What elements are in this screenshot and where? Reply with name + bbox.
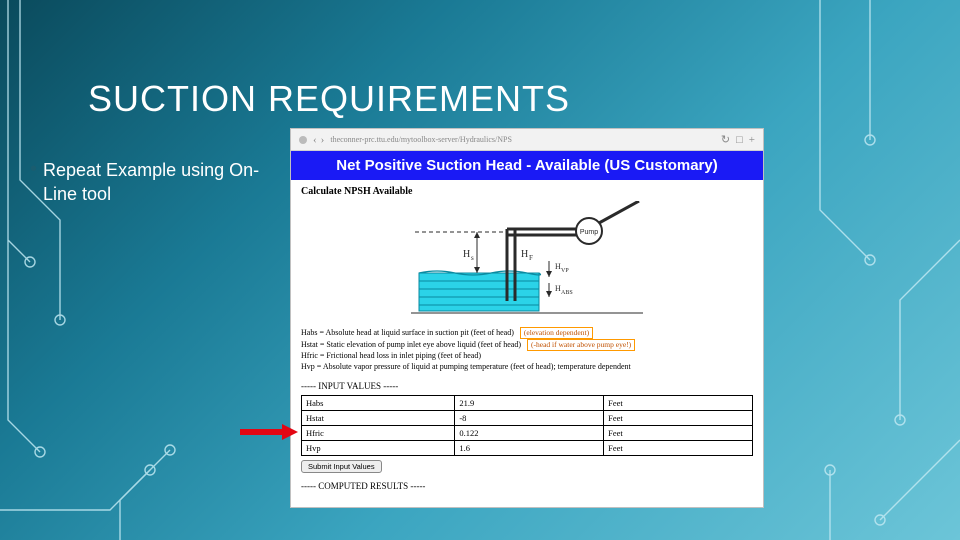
input-value[interactable]: 0.122 (455, 425, 604, 440)
def-line: Hvp = Absolute vapor pressure of liquid … (301, 362, 753, 373)
input-table: Habs21.9FeetHstat-8FeetHfric0.122FeetHvp… (301, 395, 753, 456)
nav-forward-icon: › (321, 134, 325, 146)
input-values-heading: ----- INPUT VALUES ----- (301, 381, 753, 391)
def-line: Hfric = Frictional head loss in inlet pi… (301, 351, 753, 362)
red-arrow-annotation (238, 422, 298, 442)
table-row: Habs21.9Feet (302, 395, 753, 410)
page-title-band: Net Positive Suction Head - Available (U… (291, 151, 763, 180)
input-unit: Feet (604, 410, 753, 425)
note-elevation: (elevation dependent) (520, 327, 593, 339)
input-key: Habs (302, 395, 455, 410)
nav-buttons: ‹ › (313, 134, 324, 146)
reload-icon: ↻ (721, 133, 730, 146)
traffic-light-icon (299, 136, 307, 144)
submit-button[interactable]: Submit Input Values (301, 460, 382, 473)
slide: SUCTION REQUIREMENTS • Repeat Example us… (0, 0, 960, 540)
svg-text:VP: VP (561, 268, 569, 274)
svg-text:F: F (529, 254, 533, 262)
note-head-above: (-head if water above pump eye!) (527, 339, 635, 351)
share-icon: □ (736, 134, 743, 146)
def-line: Habs = Absolute head at liquid surface i… (301, 327, 753, 339)
svg-text:s: s (471, 254, 474, 262)
bullet-text: Repeat Example using On-Line tool (43, 158, 280, 207)
input-value[interactable]: -8 (455, 410, 604, 425)
svg-text:H: H (521, 249, 528, 260)
computed-results-heading: ----- COMPUTED RESULTS ----- (301, 481, 753, 491)
pump-label: Pump (580, 229, 598, 236)
bullet-dot: • (30, 158, 37, 207)
input-value[interactable]: 1.6 (455, 440, 604, 455)
def-line: Hstat = Static elevation of pump inlet e… (301, 339, 753, 351)
npsh-diagram: Pump H s H F H (301, 201, 753, 321)
table-row: Hstat-8Feet (302, 410, 753, 425)
input-value[interactable]: 21.9 (455, 395, 604, 410)
input-unit: Feet (604, 425, 753, 440)
address-bar: theconner-prc.ttu.edu/mytoolbox-server/H… (330, 135, 715, 144)
bullet-item: • Repeat Example using On-Line tool (30, 158, 280, 207)
browser-toolbar: ‹ › theconner-prc.ttu.edu/mytoolbox-serv… (291, 129, 763, 151)
svg-text:H: H (463, 249, 470, 260)
input-key: Hstat (302, 410, 455, 425)
tabs-icon: + (749, 134, 755, 146)
slide-title: SUCTION REQUIREMENTS (88, 78, 570, 120)
svg-text:ABS: ABS (561, 290, 573, 296)
input-unit: Feet (604, 395, 753, 410)
page-body: Calculate NPSH Available (291, 180, 763, 501)
table-row: Hfric0.122Feet (302, 425, 753, 440)
nav-back-icon: ‹ (313, 134, 317, 146)
input-key: Hfric (302, 425, 455, 440)
bullet-list: • Repeat Example using On-Line tool (30, 158, 280, 207)
input-key: Hvp (302, 440, 455, 455)
definitions: Habs = Absolute head at liquid surface i… (301, 327, 753, 373)
calc-subhead: Calculate NPSH Available (301, 186, 753, 197)
table-row: Hvp1.6Feet (302, 440, 753, 455)
input-unit: Feet (604, 440, 753, 455)
browser-screenshot: ‹ › theconner-prc.ttu.edu/mytoolbox-serv… (290, 128, 764, 508)
